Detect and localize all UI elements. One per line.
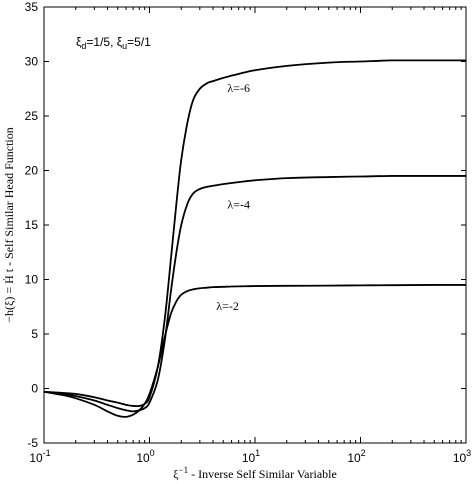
series-group [43, 59, 467, 418]
y-tick-label: 15 [25, 218, 39, 232]
curve-label: λ=-6 [227, 81, 250, 95]
x-tick-label: 10-1 [29, 448, 50, 465]
y-tick-label: -5 [27, 436, 38, 450]
x-tick-label: 101 [242, 448, 260, 465]
series-line-lambda-2 [43, 175, 466, 413]
y-tick-label: 35 [25, 0, 39, 14]
parameter-annotation: ξd=1/5, ξu=5/1 [76, 35, 151, 51]
tick-marks [43, 6, 467, 444]
plot-frame [43, 6, 467, 444]
y-tick-label: 10 [25, 273, 39, 287]
y-tick-label: 25 [25, 109, 39, 123]
y-axis-label: −h(ξ) = Ḣ t - Self Similar Head Function [2, 127, 16, 323]
y-tick-label: 5 [31, 327, 38, 341]
series-line-lambda-1 [43, 59, 466, 408]
series-line-lambda-3 [43, 284, 467, 418]
y-tick-labels: -5 0 5 10 15 20 25 30 35 [25, 0, 39, 450]
x-tick-label: 103 [453, 448, 471, 465]
x-tick-labels: 10-1 100 101 102 103 [29, 448, 471, 465]
y-tick-label: 20 [25, 164, 39, 178]
x-axis-label: ξ−1 - Inverse Self Similar Variable [173, 465, 337, 481]
y-tick-label: 0 [31, 382, 38, 396]
y-tick-label: 30 [25, 55, 39, 69]
curve-label: λ=-4 [227, 198, 250, 212]
x-tick-label: 100 [136, 448, 154, 465]
x-tick-label: 102 [347, 448, 365, 465]
curve-label: λ=-2 [216, 299, 239, 313]
curve-annotations: λ=-6 λ=-4 λ=-2 [216, 81, 250, 313]
